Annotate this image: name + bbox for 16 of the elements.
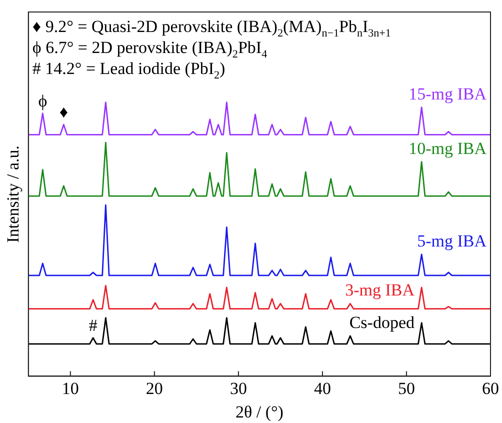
x-tick-label: 60 bbox=[482, 378, 499, 398]
series-label: 10-mg IBA bbox=[408, 138, 488, 158]
x-tick-label: 30 bbox=[230, 378, 247, 398]
series-label: Cs-doped bbox=[349, 312, 415, 332]
x-tick-label: 20 bbox=[146, 378, 163, 398]
x-tick-label: 10 bbox=[62, 378, 79, 398]
y-axis-title: Intensity / a.u. bbox=[4, 145, 23, 243]
x-tick-label: 40 bbox=[314, 378, 331, 398]
annotation: # bbox=[88, 316, 98, 335]
x-tick-label: 50 bbox=[398, 378, 415, 398]
annotation: ϕ bbox=[38, 91, 48, 110]
series-label: 15-mg IBA bbox=[408, 84, 488, 104]
annotation: ♦ bbox=[59, 102, 68, 122]
series-label: 5-mg IBA bbox=[417, 231, 488, 250]
x-axis-title: 2θ / (°) bbox=[235, 402, 284, 422]
series-label: 3-mg IBA bbox=[345, 280, 416, 300]
